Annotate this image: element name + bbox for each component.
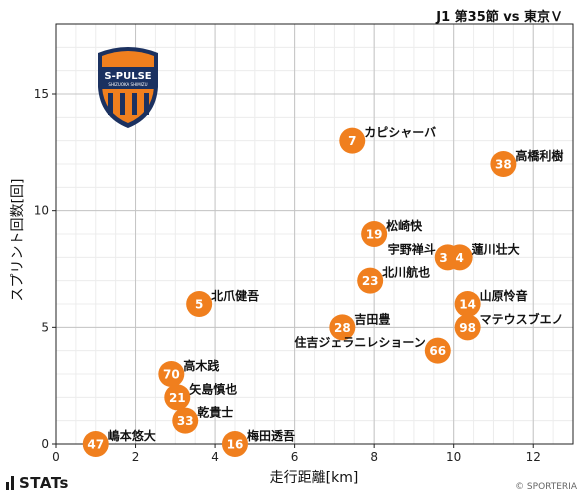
point-number: 7 — [348, 134, 356, 148]
x-tick-label: 12 — [526, 450, 541, 464]
x-tick-label: 8 — [370, 450, 378, 464]
point-marker — [490, 151, 517, 177]
point-number: 4 — [455, 251, 463, 265]
point-marker — [357, 267, 384, 294]
point-name: 北川航也 — [382, 265, 430, 280]
point-marker — [339, 127, 366, 154]
y-axis-label: スプリント回数[回] — [10, 179, 26, 302]
crest-stripe — [108, 93, 113, 115]
point-name: 北爪健吾 — [211, 288, 259, 303]
point-name: 矢島慎也 — [189, 381, 237, 396]
chart-title: J1 第35節 vs 東京Ｖ — [436, 10, 563, 25]
crest-subtext: SHIZUOKA SHIMIZU — [108, 82, 147, 87]
sporteria-credit: © SPORTERIA — [515, 482, 577, 492]
point-name: 住吉ジェラニレショーン — [294, 335, 425, 350]
crest-stripe — [144, 93, 149, 115]
data-point: 47 嶋本悠大 — [82, 428, 156, 457]
point-marker — [424, 337, 451, 364]
y-tick-label: 5 — [41, 320, 49, 334]
data-point: 14 山原怜音 — [454, 288, 528, 317]
point-name: 嶋本悠大 — [108, 428, 156, 443]
data-point: 5 北爪健吾 — [186, 288, 259, 317]
point-marker — [446, 244, 473, 271]
point-name: 宇野禅斗 — [388, 241, 436, 256]
point-name: 乾貴士 — [197, 405, 233, 420]
x-tick-label: 0 — [52, 450, 60, 464]
point-name: 高木践 — [183, 358, 219, 373]
y-tick-label: 15 — [34, 87, 49, 101]
crest-stripe — [132, 93, 137, 115]
point-name: 蓮川壮大 — [472, 241, 520, 256]
point-number: 38 — [495, 158, 512, 172]
stats-text: STATs — [19, 474, 69, 492]
point-name: カピシャーバ — [364, 126, 436, 140]
crest-band — [102, 67, 154, 89]
data-point: 98 マテウスブエノ — [454, 311, 564, 341]
point-name: マテウスブエノ — [480, 311, 564, 326]
point-marker — [172, 407, 199, 434]
point-number: 98 — [459, 321, 476, 335]
x-tick-label: 4 — [211, 450, 219, 464]
point-number: 19 — [366, 228, 383, 242]
data-point: 66 住吉ジェラニレショーン — [294, 335, 451, 364]
x-tick-label: 6 — [291, 450, 299, 464]
point-name: 松崎快 — [386, 218, 423, 233]
y-tick-label: 0 — [41, 437, 49, 451]
point-name: 山原怜音 — [480, 288, 528, 303]
point-marker — [361, 221, 388, 247]
point-marker — [454, 291, 481, 317]
axes: 0 2 4 6 8 10 12 0 5 10 15 — [34, 23, 574, 464]
point-number: 16 — [227, 438, 244, 452]
point-marker — [82, 431, 109, 457]
point-number: 23 — [362, 274, 379, 288]
data-point: 4 蓮川壮大 — [446, 241, 520, 271]
point-name: 梅田透吾 — [247, 428, 295, 443]
y-tick-label: 10 — [34, 204, 49, 218]
stats-logo: STATs — [6, 474, 69, 492]
point-number: 5 — [195, 298, 203, 312]
point-marker — [186, 291, 213, 317]
point-marker — [158, 361, 185, 387]
crest-text: S-PULSE — [104, 71, 151, 82]
stats-bars-icon — [6, 476, 14, 490]
data-points: 7カピシャーバ38高橋利樹19松崎快36宇野禅斗4蓮川壮大23北川航也5北爪健吾… — [82, 126, 564, 457]
x-tick-label: 2 — [132, 450, 140, 464]
point-number: 47 — [87, 438, 104, 452]
point-number: 14 — [459, 298, 476, 312]
point-number: 21 — [169, 391, 186, 405]
point-number: 70 — [163, 368, 180, 382]
point-number: 33 — [177, 414, 194, 428]
point-marker — [454, 314, 481, 341]
point-marker — [329, 314, 356, 341]
plot-frame — [55, 23, 574, 445]
point-marker — [221, 431, 248, 457]
point-name: 高橋利樹 — [515, 148, 563, 163]
crest-stripe — [120, 93, 125, 115]
data-point: 7 カピシャーバ — [339, 126, 436, 154]
x-axis-label: 走行距離[km] — [270, 469, 359, 486]
point-number: 66 — [429, 344, 446, 358]
point-number: 28 — [334, 321, 351, 335]
point-marker — [164, 384, 191, 411]
x-tick-label: 10 — [446, 450, 461, 464]
point-name: 吉田豊 — [354, 311, 390, 326]
